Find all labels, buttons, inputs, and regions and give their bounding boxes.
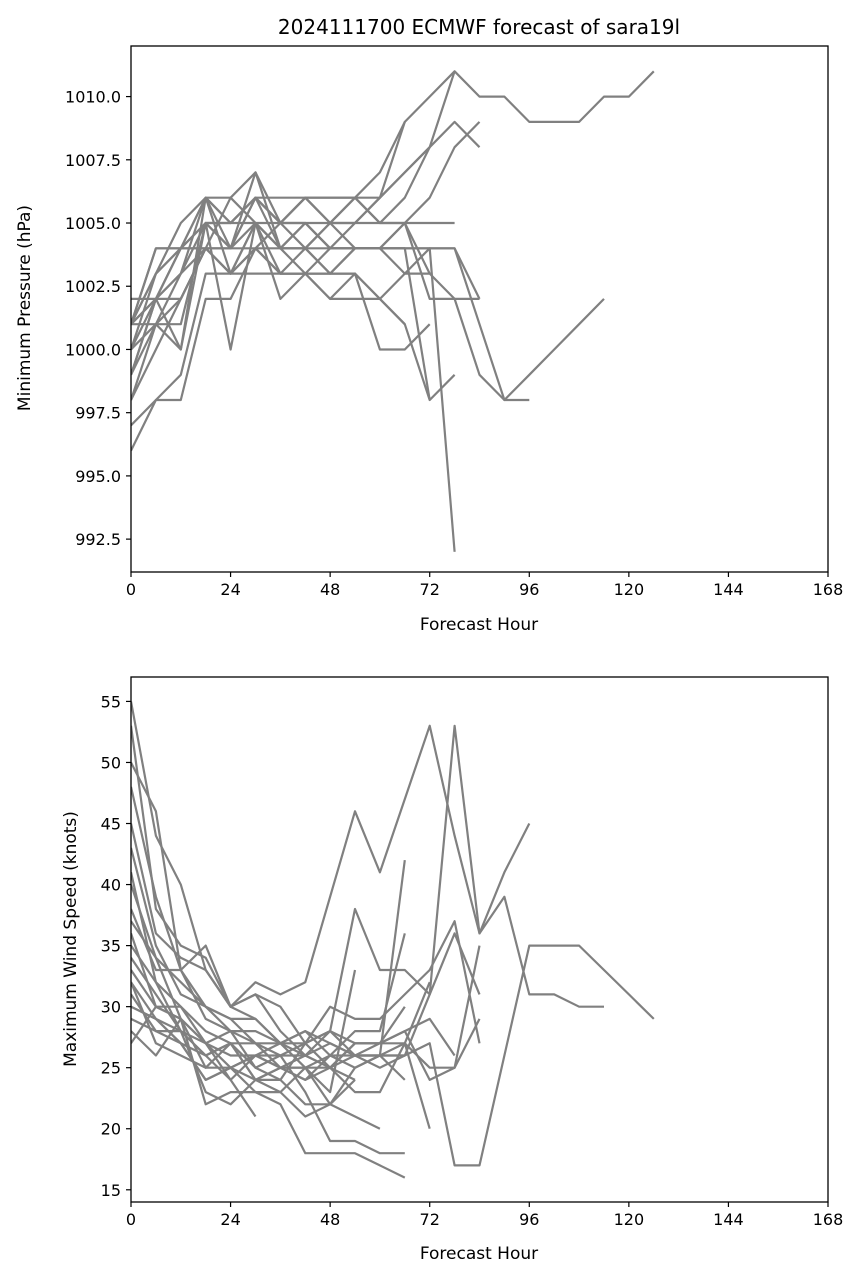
wind-y-tick-label: 40	[101, 876, 121, 895]
wind-x-tick-label: 96	[519, 1210, 539, 1229]
pressure-series-group	[131, 70, 655, 552]
wind-series-line-19	[131, 1005, 257, 1118]
wind-series-line-1	[131, 724, 604, 1008]
pressure-x-tick-label: 144	[713, 580, 744, 599]
pressure-y-tick-label: 997.5	[75, 404, 121, 423]
pressure-x-tick-label: 120	[614, 580, 645, 599]
wind-series-line-8	[131, 872, 431, 1130]
wind-x-tick-label: 168	[813, 1210, 844, 1229]
wind-x-tick-label: 24	[220, 1210, 240, 1229]
pressure-series-line-16	[131, 247, 431, 427]
wind-series-line-13	[131, 969, 357, 1094]
wind-series-line-3	[131, 786, 481, 1057]
pressure-x-tick-label: 96	[519, 580, 539, 599]
wind-series-group	[131, 701, 655, 1179]
wind-chart: 0 24 48 72 96 120 144 168 15 20 25 30 35 40 45 50 55	[101, 676, 844, 1229]
wind-y-tick-label: 35	[101, 937, 121, 956]
pressure-y-tick-label: 1007.5	[65, 151, 121, 170]
wind-series-line-17	[131, 1017, 406, 1106]
wind-y-tick-label: 55	[101, 692, 121, 711]
wind-x-tick-label: 144	[713, 1210, 744, 1229]
wind-x-tick-label: 48	[320, 1210, 340, 1229]
wind-series-line-9	[131, 859, 406, 1057]
wind-series-line-20	[131, 1005, 381, 1130]
pressure-x-tick-label: 72	[420, 580, 440, 599]
wind-x-tick-label: 0	[126, 1210, 136, 1229]
pressure-y-tick-label: 1005.0	[65, 214, 121, 233]
pressure-series-line-13	[131, 247, 530, 402]
wind-x-axis-label: Forecast Hour	[420, 1244, 538, 1264]
wind-series-line-15	[131, 993, 406, 1179]
pressure-y-tick-label: 992.5	[75, 530, 121, 549]
wind-y-tick-label: 50	[101, 753, 121, 772]
wind-x-tick-label: 120	[614, 1210, 645, 1229]
pressure-x-tick-label: 168	[813, 580, 844, 599]
pressure-series-line-15	[131, 221, 431, 376]
wind-plot-frame	[130, 676, 829, 1203]
pressure-y-tick-label: 1010.0	[65, 88, 121, 107]
pressure-series-line-17	[131, 247, 406, 452]
pressure-series-line-8	[131, 196, 481, 401]
pressure-y-tick-label: 1000.0	[65, 340, 121, 359]
wind-series-line-18	[131, 1017, 356, 1118]
pressure-x-axis-label: Forecast Hour	[420, 615, 538, 635]
wind-y-axis-label: Maximum Wind Speed (knots)	[61, 811, 81, 1067]
pressure-series-line-0	[131, 70, 655, 325]
pressure-x-tick-label: 24	[220, 580, 240, 599]
wind-y-tick-label: 20	[101, 1120, 121, 1139]
wind-series-line-21	[131, 981, 356, 1082]
wind-series-line-0	[131, 701, 655, 1167]
wind-y-tick-label: 45	[101, 815, 121, 834]
wind-y-tick-label: 15	[101, 1181, 121, 1200]
wind-y-tick-label: 25	[101, 1059, 121, 1078]
pressure-chart: 0 24 48 72 96 120 144 168 992.5 995.0 997.5 1000.0 1…	[65, 45, 844, 599]
pressure-x-tick-label: 48	[320, 580, 340, 599]
chart-title: 2024111700 ECMWF forecast of sara19l	[278, 15, 680, 39]
pressure-y-tick-label: 1002.5	[65, 277, 121, 296]
wind-series-line-14	[131, 981, 405, 1155]
pressure-y-tick-label: 995.0	[75, 467, 121, 486]
wind-y-tick-label: 30	[101, 998, 121, 1017]
pressure-plot-frame	[130, 45, 829, 573]
pressure-y-axis-label: Minimum Pressure (hPa)	[15, 205, 35, 411]
pressure-series-line-14	[131, 221, 405, 325]
wind-x-tick-label: 72	[420, 1210, 440, 1229]
pressure-x-tick-label: 0	[126, 580, 136, 599]
